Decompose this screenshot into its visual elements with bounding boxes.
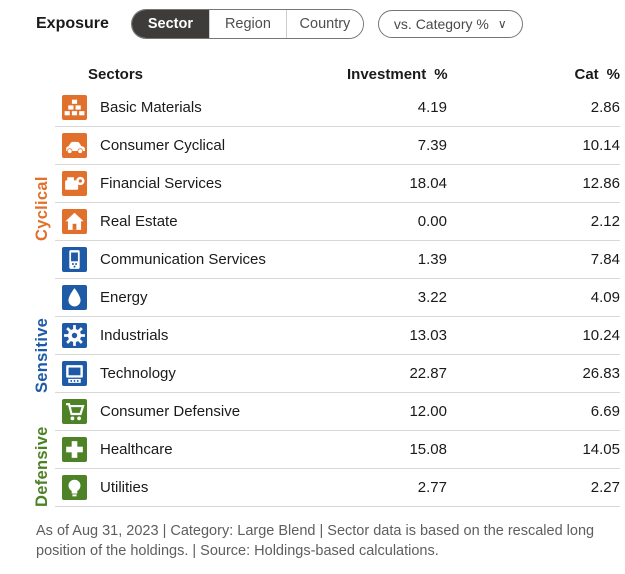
sector-row: Utilities 2.77 2.27 [55,469,620,507]
sector-row: Financial Services 18.04 12.86 [55,165,620,203]
cat-value: 10.24 [582,327,620,344]
group-label-sensitive: Sensitive [33,317,51,393]
communication-services-icon [62,247,87,272]
cat-value: 2.27 [590,479,620,496]
investment-value: 3.22 [417,289,447,306]
sector-name: Consumer Cyclical [100,137,226,154]
tab-region[interactable]: Region [208,10,286,38]
sector-name: Communication Services [100,251,266,268]
sector-name: Industrials [100,327,169,344]
sector-name: Financial Services [100,175,222,192]
investment-value: 0.00 [417,213,447,230]
sector-name: Technology [100,365,176,382]
column-header-cat: Cat% [574,66,620,83]
investment-value: 18.04 [409,175,447,192]
basic-materials-icon [62,95,87,120]
column-header-sectors: Sectors [88,66,144,83]
group-label-cell: Sensitive [30,241,55,393]
group-label-cyclical: Cyclical [33,176,51,241]
group-label-cell: Defensive [30,393,55,507]
sector-row: Consumer Defensive 12.00 6.69 [55,393,620,431]
sector-name: Real Estate [100,213,178,230]
sector-name: Consumer Defensive [100,403,241,420]
cat-value: 4.09 [590,289,620,306]
technology-icon [62,361,87,386]
investment-value: 1.39 [417,251,447,268]
investment-value: 15.08 [409,441,447,458]
healthcare-icon [62,437,87,462]
sector-group-defensive: Defensive Consumer Defensive 12.00 6.69 Heal… [30,393,620,507]
cat-value: 12.86 [582,175,620,192]
sector-name: Energy [100,289,148,306]
group-rows: Communication Services 1.39 7.84 Energy 3.22… [55,241,620,393]
cat-value: 14.05 [582,441,620,458]
investment-value: 4.19 [417,99,447,116]
exposure-tab-group: Sector Region Country [130,9,364,39]
cat-value: 2.12 [590,213,620,230]
industrials-icon [62,323,87,348]
cat-value: 10.14 [582,137,620,154]
investment-value: 2.77 [417,479,447,496]
financial-services-icon [62,171,87,196]
sector-row: Real Estate 0.00 2.12 [55,203,620,241]
exposure-toolbar: Exposure Sector Region Country vs. Categ… [0,0,625,40]
sector-name: Healthcare [100,441,173,458]
energy-icon [62,285,87,310]
cat-value: 7.84 [590,251,620,268]
chevron-down-icon: ∨ [497,17,507,31]
investment-value: 12.00 [409,403,447,420]
vs-category-dropdown[interactable]: vs. Category % ∨ [377,10,523,38]
column-header-investment: Investment% [347,66,448,83]
consumer-defensive-icon [62,399,87,424]
investment-value: 7.39 [417,137,447,154]
sector-row: Technology 22.87 26.83 [55,355,620,393]
group-label-defensive: Defensive [33,426,51,507]
table-header-row: Sectors Investment% Cat% [55,66,620,83]
consumer-cyclical-icon [62,133,87,158]
tab-country[interactable]: Country [285,10,363,38]
sector-group-sensitive: Sensitive Communication Services 1.39 7.84 E… [30,241,620,393]
vs-category-dropdown-label: vs. Category % [393,16,489,32]
sector-row: Communication Services 1.39 7.84 [55,241,620,279]
utilities-icon [62,475,87,500]
sector-exposure-table: Cyclical Basic Materials 4.19 2.86 Consumer … [30,89,620,507]
group-rows: Basic Materials 4.19 2.86 Consumer Cyclical… [55,89,620,241]
cat-value: 2.86 [590,99,620,116]
cat-value: 6.69 [590,403,620,420]
real-estate-icon [62,209,87,234]
sector-group-cyclical: Cyclical Basic Materials 4.19 2.86 Consumer … [30,89,620,241]
group-label-cell: Cyclical [30,89,55,241]
tab-sector[interactable]: Sector [131,10,209,38]
investment-value: 13.03 [409,327,447,344]
sector-row: Healthcare 15.08 14.05 [55,431,620,469]
sector-row: Industrials 13.03 10.24 [55,317,620,355]
investment-value: 22.87 [409,365,447,382]
cat-value: 26.83 [582,365,620,382]
sector-name: Utilities [100,479,149,496]
sector-row: Energy 3.22 4.09 [55,279,620,317]
sector-name: Basic Materials [100,99,202,116]
sector-row: Consumer Cyclical 7.39 10.14 [55,127,620,165]
sector-row: Basic Materials 4.19 2.86 [55,89,620,127]
group-rows: Consumer Defensive 12.00 6.69 Healthcare 15.… [55,393,620,507]
footnote: As of Aug 31, 2023 | Category: Large Ble… [36,523,595,559]
page-title: Exposure [36,15,109,32]
